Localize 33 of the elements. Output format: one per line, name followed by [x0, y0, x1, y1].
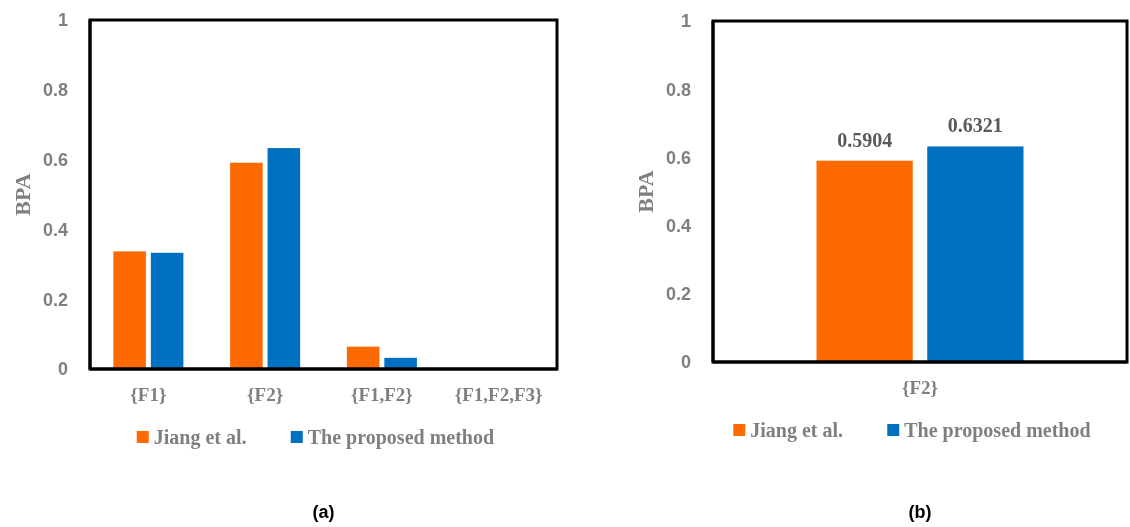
y-tick-label: 0.2: [42, 289, 68, 310]
y-tick-label: 0: [57, 359, 68, 380]
data-label: 0.6321: [947, 114, 1003, 137]
y-tick-label: 0.8: [42, 80, 68, 101]
y-tick-label: 1: [680, 11, 691, 32]
x-tick-label: {F2}: [247, 384, 284, 405]
text: (a): [312, 502, 335, 522]
bar: [113, 251, 146, 369]
legend-label: The proposed method: [307, 426, 495, 449]
bar: [150, 252, 184, 369]
y-tick-label: 0.6: [665, 147, 691, 168]
legend-label: Jiang et al.: [750, 419, 844, 442]
x-tick-label: {F2}: [901, 377, 939, 398]
y-axis-title: BPA: [633, 170, 658, 213]
legend-label: The proposed method: [904, 419, 1091, 442]
y-tick-label: 0.8: [665, 79, 691, 100]
text: (b): [908, 502, 932, 522]
y-axis-title: BPA: [10, 173, 35, 216]
legend-label: Jiang et al.: [153, 426, 247, 449]
bar: [267, 148, 301, 369]
y-tick-label: 0: [680, 352, 691, 373]
x-tick-label: {F1,F2}: [350, 384, 413, 405]
x-tick-label: {F1}: [130, 384, 167, 405]
y-tick-label: 0.6: [42, 149, 68, 170]
y-tick-label: 0.4: [665, 215, 691, 236]
y-tick-label: 1: [57, 10, 68, 31]
y-tick-label: 0.4: [42, 219, 68, 240]
x-tick-label: {F1,F2,F3}: [454, 384, 543, 405]
bar: [346, 346, 380, 369]
data-label: 0.5904: [837, 128, 893, 151]
bar: [230, 162, 263, 369]
y-tick-label: 0.2: [665, 284, 691, 305]
bar: [384, 357, 417, 369]
